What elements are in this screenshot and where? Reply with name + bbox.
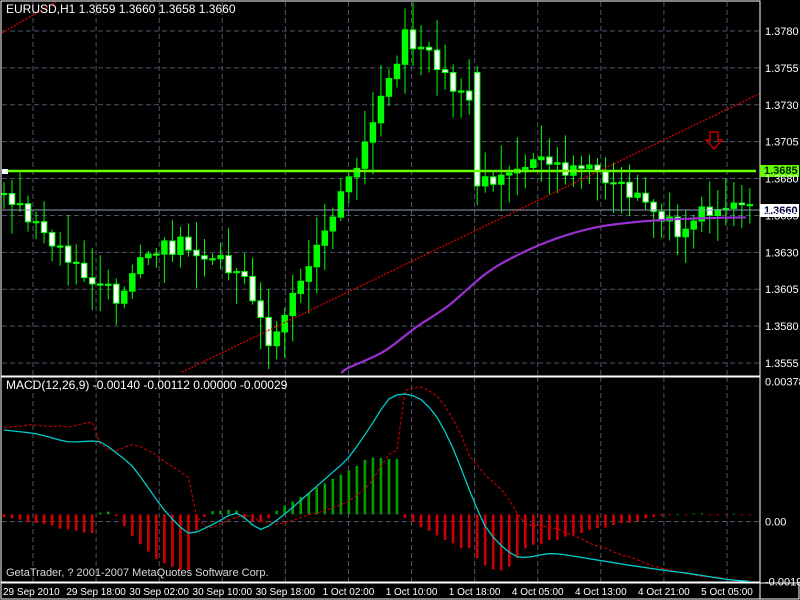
svg-text:GetaTrader, ? 2001-2007 MetaQu: GetaTrader, ? 2001-2007 MetaQuotes Softw… bbox=[6, 567, 269, 579]
svg-text:0.00: 0.00 bbox=[765, 517, 786, 529]
svg-text:4 Oct 13:00: 4 Oct 13:00 bbox=[575, 587, 627, 598]
svg-text:-0.00191: -0.00191 bbox=[765, 577, 800, 589]
svg-text:1 Oct 02:00: 1 Oct 02:00 bbox=[323, 587, 375, 598]
svg-text:30 Sep 10:00: 30 Sep 10:00 bbox=[193, 587, 253, 598]
svg-text:EURUSD,H1 1.3659 1.3660 1.365: EURUSD,H1 1.3659 1.3660 1.3658 1.3660 bbox=[6, 2, 236, 16]
svg-text:1.3580: 1.3580 bbox=[765, 321, 799, 333]
svg-text:1.3605: 1.3605 bbox=[765, 284, 799, 296]
svg-text:1.3780: 1.3780 bbox=[765, 26, 799, 38]
svg-text:1 Oct 10:00: 1 Oct 10:00 bbox=[386, 587, 438, 598]
svg-text:1.3630: 1.3630 bbox=[765, 247, 799, 259]
svg-text:1.3755: 1.3755 bbox=[765, 63, 799, 75]
svg-text:29 Sep 18:00: 29 Sep 18:00 bbox=[66, 587, 126, 598]
svg-text:4 Oct 05:00: 4 Oct 05:00 bbox=[512, 587, 564, 598]
svg-text:5 Oct 05:00: 5 Oct 05:00 bbox=[701, 587, 753, 598]
svg-text:MACD(12,26,9) -0.00140 -0.0011: MACD(12,26,9) -0.00140 -0.00112 0.00000 … bbox=[6, 378, 288, 392]
svg-text:1.3680: 1.3680 bbox=[765, 174, 799, 186]
svg-text:30 Sep 02:00: 30 Sep 02:00 bbox=[129, 587, 189, 598]
svg-text:0.00378: 0.00378 bbox=[765, 377, 800, 389]
svg-text:29 Sep 2010: 29 Sep 2010 bbox=[3, 587, 60, 598]
svg-text:1 Oct 18:00: 1 Oct 18:00 bbox=[449, 587, 501, 598]
svg-text:1.3655: 1.3655 bbox=[765, 210, 799, 222]
svg-text:1.3555: 1.3555 bbox=[765, 358, 799, 370]
svg-text:30 Sep 18:00: 30 Sep 18:00 bbox=[256, 587, 316, 598]
svg-text:4 Oct 21:00: 4 Oct 21:00 bbox=[638, 587, 690, 598]
svg-text:1.3730: 1.3730 bbox=[765, 100, 799, 112]
svg-text:1.3705: 1.3705 bbox=[765, 137, 799, 149]
